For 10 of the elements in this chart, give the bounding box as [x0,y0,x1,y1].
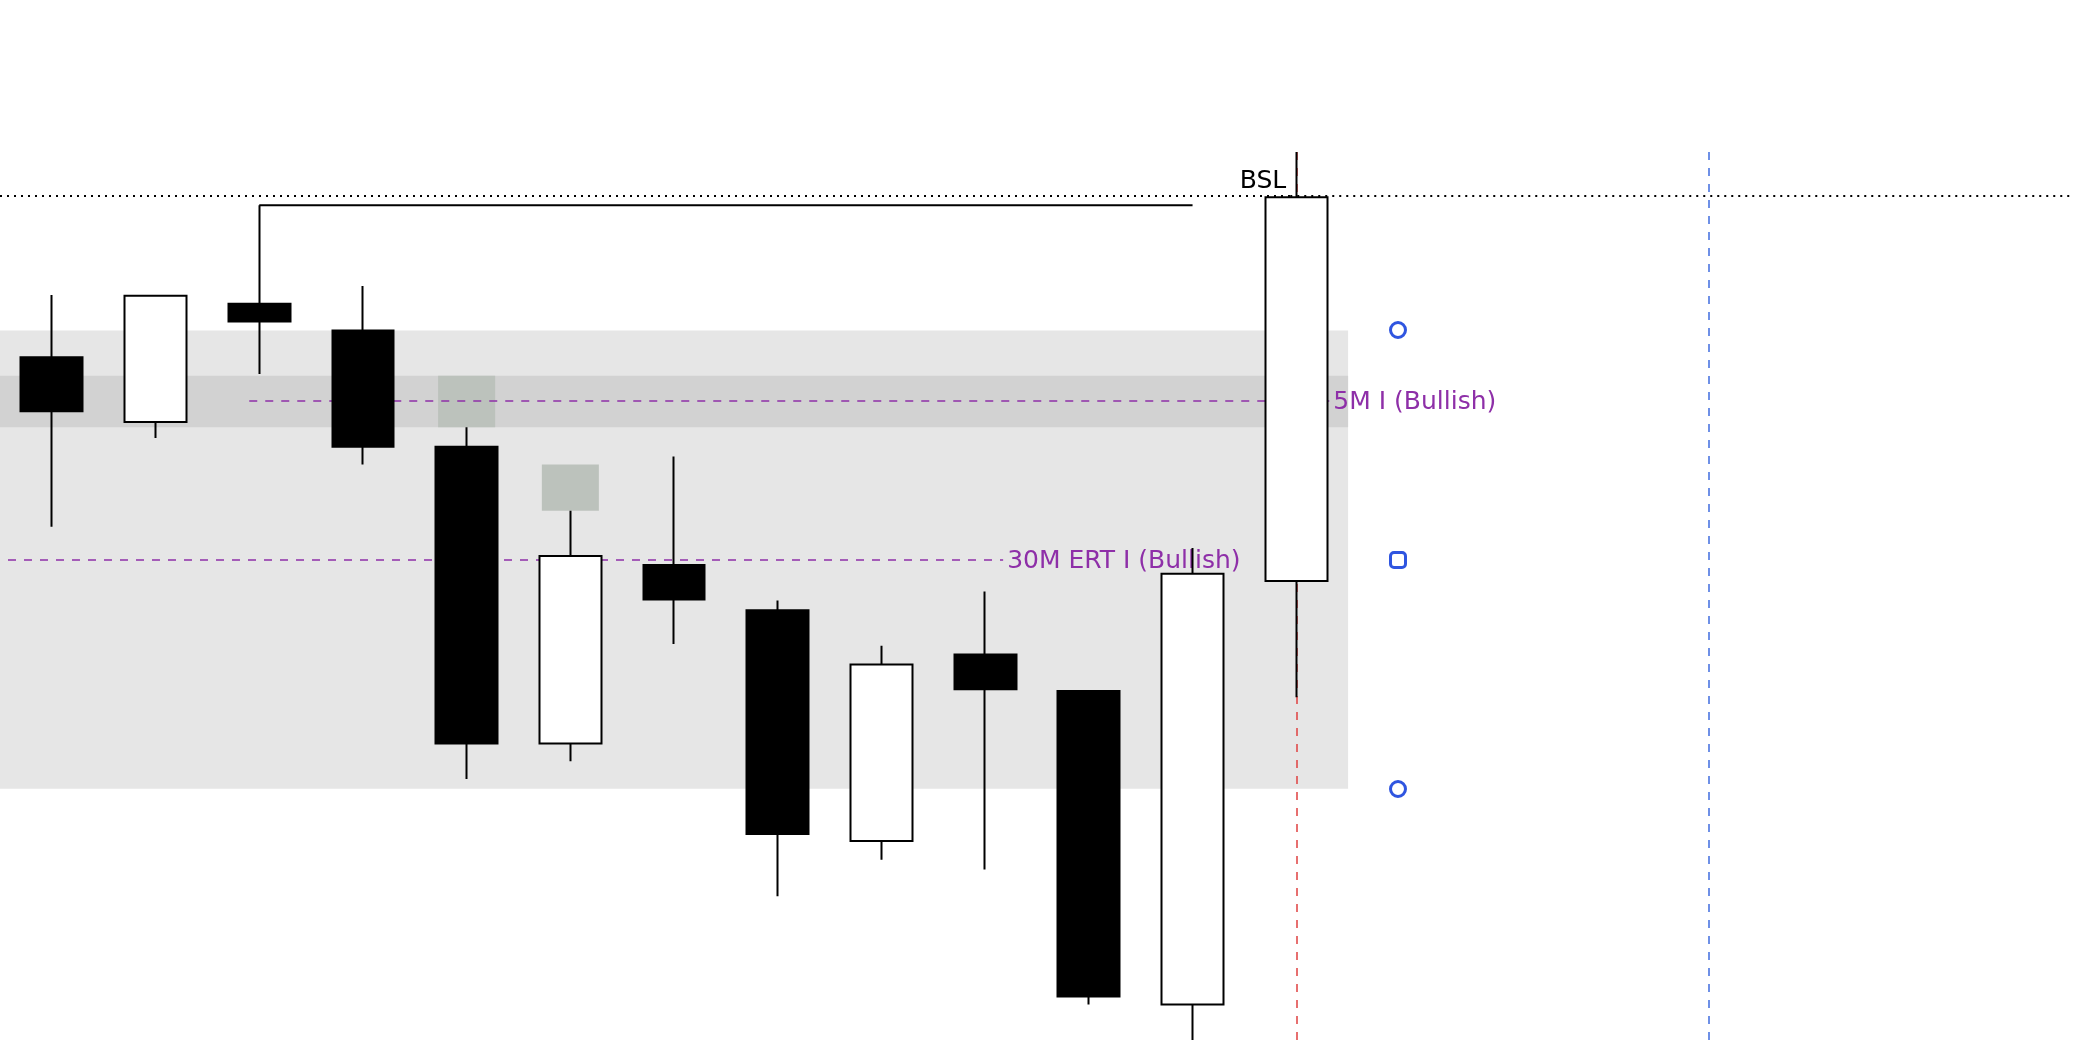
candlestick [331,285,395,466]
candlestick [953,590,1018,871]
ref-line-label: 5M I (Bullish) [1333,386,1497,416]
candlestick [745,599,810,898]
candlestick [19,293,84,528]
ref-line-label: BSL [1239,164,1287,194]
candlestick [1056,690,1121,1006]
candlestick [123,294,188,439]
candlestick [849,644,914,861]
candlestick [642,455,706,645]
